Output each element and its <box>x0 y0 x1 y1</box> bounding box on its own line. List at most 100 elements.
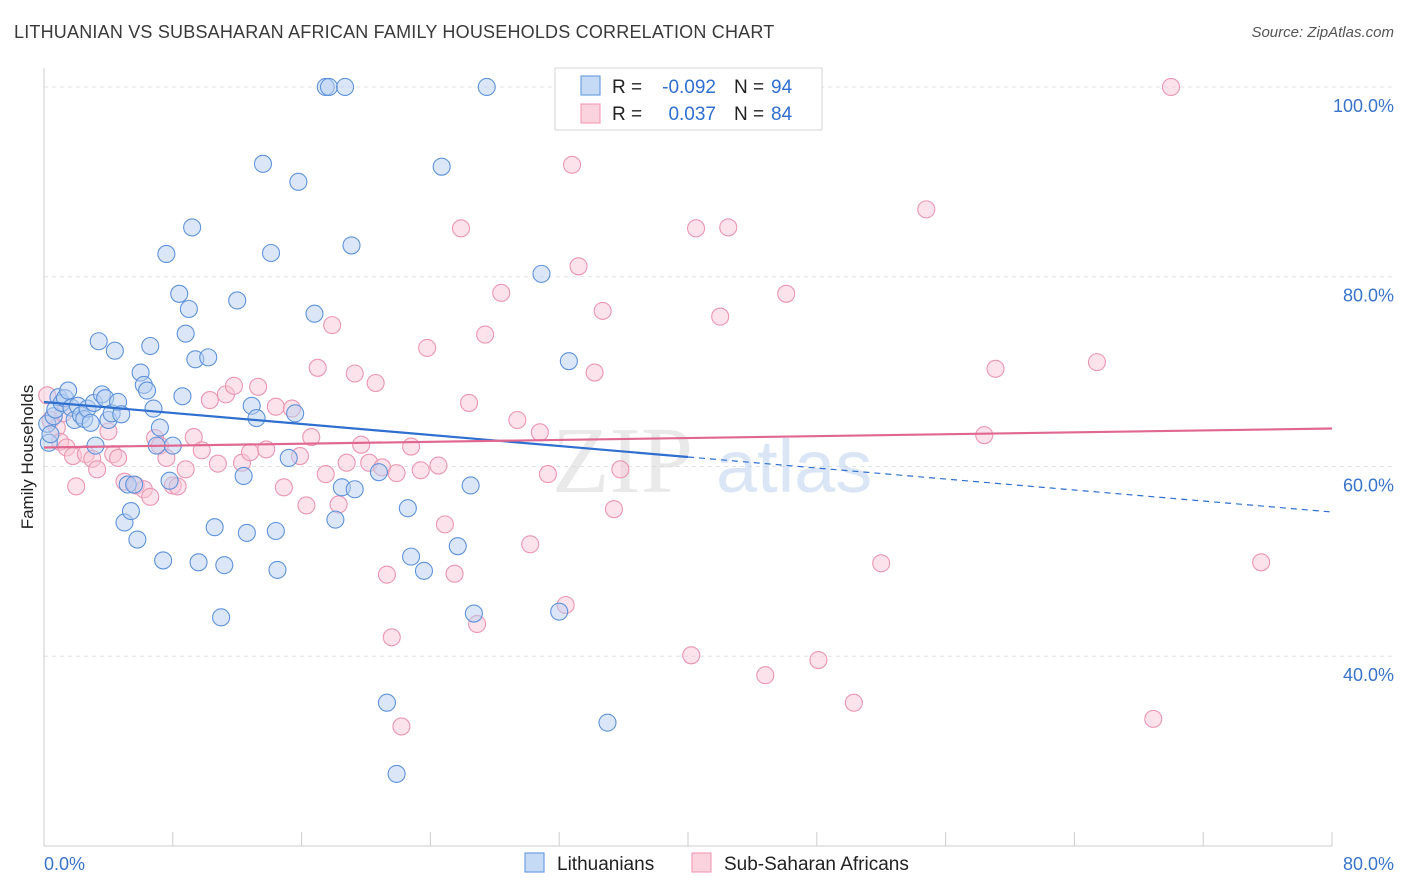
subsaharan-point <box>593 301 612 320</box>
lithuanian-point <box>141 336 160 356</box>
subsaharan-point <box>323 316 342 335</box>
y-tick-label: 40.0% <box>1343 665 1394 685</box>
lithuanian-point <box>215 556 234 575</box>
series-legend-swatch-blue <box>524 852 545 873</box>
lithuanian-point <box>532 264 551 283</box>
lithuanian-point <box>81 413 100 432</box>
lithuanian-point <box>41 425 60 444</box>
lithuanian-trend-extension <box>687 456 1333 513</box>
chart-title: LITHUANIAN VS SUBSAHARAN AFRICAN FAMILY … <box>14 22 775 42</box>
subsaharan-point <box>476 325 495 344</box>
subsaharan-point <box>392 717 411 736</box>
subsaharan-point <box>719 218 738 237</box>
y-tick-label: 100.0% <box>1333 96 1394 116</box>
lithuanian-point <box>150 418 169 437</box>
subsaharan-point <box>435 515 454 534</box>
subsaharan-point <box>377 565 396 584</box>
subsaharan-point <box>986 359 1005 378</box>
subsaharan-trend-line <box>43 427 1333 449</box>
lithuanian-point <box>234 466 253 486</box>
subsaharan-point <box>872 554 891 573</box>
legend-swatch-pink <box>580 103 601 124</box>
subsaharan-point <box>88 460 107 479</box>
subsaharan-point <box>569 257 588 276</box>
legend-r-label-1: R = <box>612 77 642 98</box>
lithuanian-point <box>179 299 198 319</box>
lithuanian-point <box>448 537 467 556</box>
lithuanian-point <box>464 604 483 623</box>
subsaharan-point <box>686 219 706 238</box>
x-tick-label-min: 0.0% <box>44 854 85 874</box>
legend-r-value-2: 0.037 <box>668 104 716 125</box>
legend-r-value-1: -0.092 <box>662 77 716 98</box>
lithuanian-point <box>550 602 569 621</box>
lithuanian-point <box>205 518 224 537</box>
subsaharan-point <box>711 307 730 326</box>
subsaharan-point <box>297 496 316 515</box>
subsaharan-point <box>585 363 604 382</box>
lithuanian-point <box>305 304 324 323</box>
subsaharan-point <box>451 219 471 238</box>
lithuanian-point <box>189 553 208 572</box>
subsaharan-point <box>345 364 364 383</box>
lithuanian-point <box>377 693 396 712</box>
legend-n-label-1: N = <box>734 77 764 98</box>
series-legend-label-lithuanians: Lithuanians <box>557 854 654 875</box>
lithuanian-point <box>212 608 231 627</box>
source-label: Source: ZipAtlas.com <box>1251 24 1394 41</box>
subsaharan-point <box>141 487 160 506</box>
subsaharan-points <box>38 77 1271 736</box>
subsaharan-point <box>387 464 406 483</box>
subsaharan-point <box>402 437 421 456</box>
subsaharan-point <box>756 666 775 685</box>
y-tick-labels: 100.0% 80.0% 60.0% 40.0% <box>1333 96 1394 685</box>
lithuanian-point <box>559 352 578 371</box>
lithuanian-point <box>402 547 421 566</box>
legend-swatch-blue <box>580 75 601 96</box>
subsaharan-point <box>611 460 630 479</box>
x-ticks <box>172 832 1333 846</box>
lithuanian-point <box>336 77 355 97</box>
subsaharan-point <box>352 435 371 454</box>
lithuanian-points <box>38 77 617 783</box>
subsaharan-point <box>67 477 86 496</box>
subsaharan-point <box>1144 709 1163 728</box>
subsaharan-point <box>316 465 335 484</box>
subsaharan-point <box>459 393 479 412</box>
subsaharan-point <box>266 397 285 416</box>
lithuanian-point <box>154 551 173 570</box>
subsaharan-point <box>382 628 401 647</box>
lithuanian-point <box>279 448 298 467</box>
subsaharan-point <box>329 495 348 514</box>
series-legend-swatch-pink <box>691 852 712 873</box>
lithuanian-point <box>387 764 406 783</box>
correlation-legend: R = -0.092 N = 94 R = 0.037 N = 84 <box>554 67 823 131</box>
subsaharan-point <box>337 453 356 472</box>
lithuanian-point <box>144 399 163 418</box>
lithuanian-point <box>237 523 256 542</box>
subsaharan-point <box>530 423 549 442</box>
subsaharan-point <box>604 500 623 519</box>
lithuanian-point <box>342 236 361 255</box>
subsaharan-point <box>411 461 430 480</box>
subsaharan-point <box>1252 553 1271 572</box>
lithuanian-point <box>173 387 192 406</box>
lithuanian-point <box>89 332 108 351</box>
subsaharan-point <box>975 426 994 445</box>
lithuanian-point <box>345 480 364 499</box>
y-tick-label: 80.0% <box>1343 286 1394 306</box>
lithuanian-point <box>157 244 176 264</box>
lithuanian-point <box>59 381 78 400</box>
lithuanian-point <box>369 463 388 482</box>
lithuanian-point <box>398 499 417 518</box>
lithuanian-point <box>461 476 480 495</box>
subsaharan-point <box>224 376 244 395</box>
subsaharan-point <box>241 443 260 462</box>
subsaharan-point <box>366 373 385 393</box>
lithuanian-point <box>137 381 157 400</box>
y-tick-label: 60.0% <box>1343 475 1394 495</box>
lithuanian-point <box>228 291 247 310</box>
watermark-atlas: atlas <box>716 425 872 508</box>
lithuanian-point <box>477 77 496 97</box>
